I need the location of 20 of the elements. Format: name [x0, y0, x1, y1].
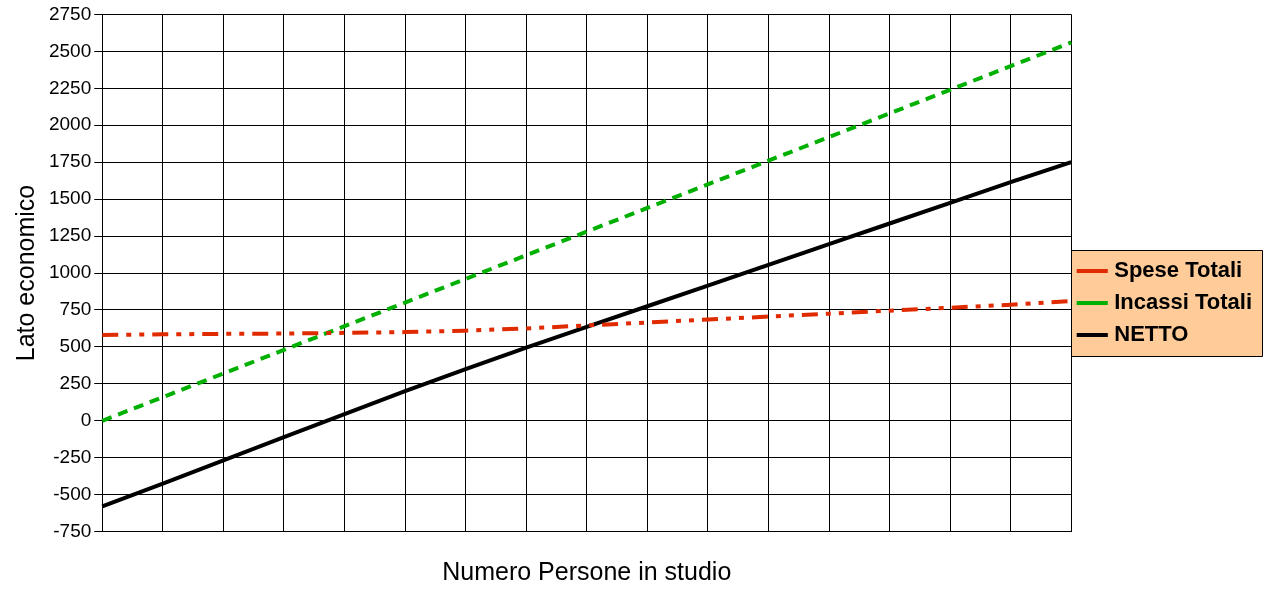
y-tick-label: -750 [53, 519, 92, 541]
legend-label: NETTO [1114, 321, 1189, 347]
y-tick-label: 1500 [48, 187, 92, 209]
x-axis-title: Numero Persone in studio [442, 556, 732, 585]
y-tick-label: -250 [53, 445, 92, 467]
legend-label: Spese Totali [1114, 257, 1243, 283]
y-tick-label: 0 [80, 409, 92, 431]
y-tick-label: 250 [59, 372, 92, 394]
y-tick-label: 2000 [48, 113, 92, 135]
y-tick-label: 1000 [48, 261, 92, 283]
y-tick-label: 2250 [48, 76, 92, 98]
y-tick-label: 2750 [48, 2, 92, 24]
y-tick-label: -500 [53, 482, 92, 504]
y-axis-title: Lato economico [10, 184, 39, 362]
y-tick-label: 1250 [48, 224, 92, 246]
y-tick-label: 750 [59, 298, 92, 320]
legend-label: Incassi Totali [1114, 289, 1252, 315]
y-tick-label: 500 [59, 335, 92, 357]
y-tick-label: 2500 [48, 39, 92, 61]
y-tick-label: 1750 [48, 150, 92, 172]
